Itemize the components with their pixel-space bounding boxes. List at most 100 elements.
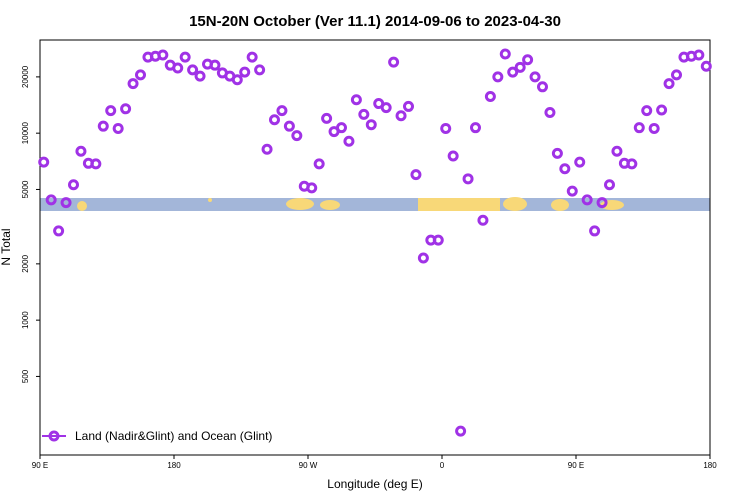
plot-frame <box>39 39 711 456</box>
data-point <box>499 48 511 60</box>
x-tick-label: 90 E <box>32 461 48 470</box>
x-tick-label: 0 <box>440 461 445 470</box>
data-point <box>157 49 169 61</box>
data-point <box>574 156 586 168</box>
data-point <box>306 182 318 194</box>
land <box>208 198 212 202</box>
data-point <box>514 61 526 73</box>
data-point <box>269 114 280 126</box>
data-point <box>671 69 682 81</box>
data-point <box>194 70 206 82</box>
legend-marker <box>48 430 60 442</box>
data-point <box>656 104 668 116</box>
data-point <box>663 78 675 90</box>
data-point <box>566 185 578 197</box>
data-point <box>239 66 251 78</box>
data-point <box>492 71 504 83</box>
data-point <box>105 105 117 117</box>
data-point <box>462 173 474 185</box>
data-point <box>112 122 124 134</box>
data-point <box>537 81 548 93</box>
data-point <box>179 51 191 63</box>
data-point <box>455 425 467 437</box>
data-point <box>336 122 347 134</box>
data-point <box>291 130 303 142</box>
y-tick-label: 500 <box>21 369 30 383</box>
data-point <box>477 214 489 226</box>
y-axis-label: N Total <box>0 228 13 265</box>
data-point <box>209 59 221 71</box>
legend-label: Land (Nadir&Glint) and Ocean (Glint) <box>75 429 272 443</box>
data-point <box>321 112 333 124</box>
data-point <box>365 119 377 131</box>
data-point <box>604 179 615 191</box>
x-tick-label: 180 <box>167 461 181 470</box>
data-point <box>261 143 273 155</box>
data-point <box>75 145 87 157</box>
map-strip <box>40 197 710 211</box>
y-tick-label: 1000 <box>21 311 30 329</box>
data-point <box>522 54 534 66</box>
data-point <box>648 122 660 134</box>
x-axis-label: Longitude (deg E) <box>327 477 422 491</box>
data-point <box>343 135 355 147</box>
y-tick-label: 2000 <box>21 254 30 272</box>
land <box>503 197 527 211</box>
land <box>286 198 314 210</box>
data-point <box>313 158 325 170</box>
data-point <box>127 78 139 90</box>
y-tick-label: 5000 <box>21 180 30 198</box>
land <box>320 200 340 210</box>
data-point <box>596 197 608 209</box>
data-point <box>432 234 444 246</box>
data-point <box>388 56 400 68</box>
ocean-band <box>40 198 710 211</box>
data-point <box>641 105 653 117</box>
data-point <box>700 60 712 72</box>
data-point <box>589 225 601 237</box>
data-point <box>60 197 72 209</box>
y-tick-label: 10000 <box>21 121 30 144</box>
data-point <box>53 225 65 237</box>
data-point <box>447 150 459 162</box>
data-point <box>38 156 50 168</box>
data-point <box>417 252 429 264</box>
data-point <box>276 105 288 117</box>
data-point <box>551 147 563 159</box>
data-point <box>120 103 132 115</box>
data-point <box>470 122 481 134</box>
data-point <box>529 71 541 83</box>
data-point <box>581 194 593 206</box>
x-tick-label: 180 <box>703 461 717 470</box>
data-point <box>90 158 102 170</box>
chart-title: 15N-20N October (Ver 11.1) 2014-09-06 to… <box>189 13 561 30</box>
data-point <box>693 49 705 61</box>
data-point <box>135 69 146 81</box>
data-point <box>559 163 571 175</box>
data-point <box>410 169 422 181</box>
data-point <box>246 51 258 63</box>
data-point <box>172 62 184 74</box>
data-point <box>68 179 79 191</box>
data-point <box>507 66 519 78</box>
data-point <box>350 94 362 106</box>
land <box>77 201 87 211</box>
data-point <box>97 120 109 132</box>
data-point <box>611 145 623 157</box>
data-point <box>45 194 57 206</box>
land <box>418 198 500 211</box>
data-point <box>395 110 407 122</box>
y-tick-label: 20000 <box>21 65 30 88</box>
data-point <box>187 64 199 76</box>
data-point <box>380 102 392 114</box>
data-point <box>440 122 452 134</box>
data-point <box>626 158 638 170</box>
data-point <box>254 64 266 76</box>
x-tick-label: 90 W <box>299 461 318 470</box>
data-point <box>283 120 295 132</box>
data-point <box>484 91 496 103</box>
data-point <box>231 74 243 86</box>
data-point <box>544 106 556 118</box>
